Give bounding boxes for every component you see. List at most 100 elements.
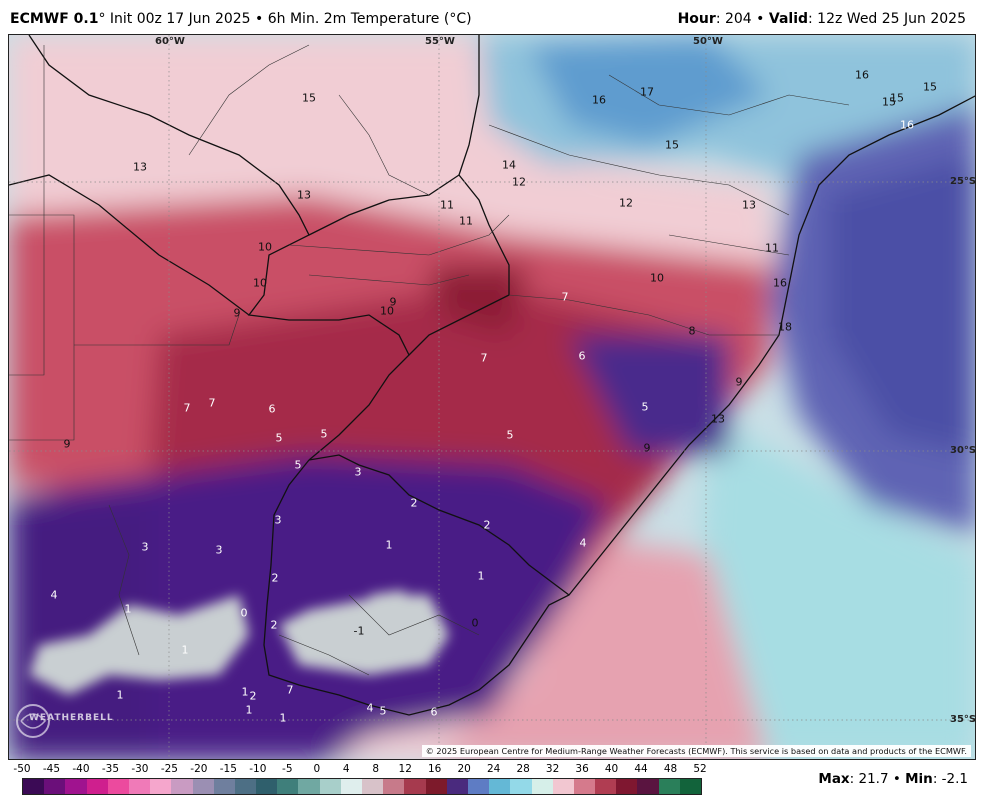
- header-title: ECMWF 0.1° Init 00z 17 Jun 2025 • 6h Min…: [10, 11, 472, 27]
- scale-tick-label: 32: [545, 763, 560, 775]
- scale-swatch: [107, 779, 129, 794]
- maxmin-separator: •: [892, 771, 901, 787]
- temperature-value-label: 1: [245, 703, 253, 717]
- scale-tick-label: 12: [398, 763, 412, 775]
- scale-swatch: [446, 779, 468, 794]
- copyright-notice: © 2025 European Centre for Medium-Range …: [421, 745, 971, 757]
- temperature-value-label: 1: [385, 538, 393, 552]
- temperature-value-label: -1: [353, 624, 365, 638]
- max-min-readout: Max: 21.7 • Min: -2.1: [818, 771, 968, 787]
- product-name: 6h Min. 2m Temperature (°C): [267, 11, 472, 27]
- temperature-value-label: 16: [855, 68, 869, 82]
- map-field: [9, 35, 975, 759]
- temperature-value-label: 4: [50, 588, 58, 602]
- scale-tick-label: 48: [663, 763, 678, 775]
- scale-tick-label: -5: [282, 763, 293, 775]
- valid-value: : 12z Wed 25 Jun 2025: [808, 11, 966, 27]
- header-separator-2: •: [756, 11, 765, 27]
- scale-swatch: [65, 779, 87, 794]
- scale-tick-label: -20: [190, 763, 208, 775]
- color-scale: -50 -45 -40 -35 -30 -25 -20 -15 -10 -5 0 4 8 12 16 20 24…: [13, 762, 707, 796]
- temperature-value-label: 16: [900, 118, 914, 132]
- temperature-value-label: 9: [389, 295, 397, 309]
- scale-swatch: [510, 779, 532, 794]
- scale-swatch: [150, 779, 172, 794]
- scale-tick-label: 28: [516, 763, 530, 775]
- valid-label: Valid: [768, 11, 809, 27]
- temperature-value-label: 5: [506, 428, 514, 442]
- temperature-value-label: 9: [233, 306, 241, 320]
- scale-tick-label: -35: [101, 763, 119, 775]
- scale-tick-label: -15: [219, 763, 237, 775]
- temperature-value-label: 5: [379, 704, 387, 718]
- temperature-value-label: 12: [512, 175, 526, 189]
- temperature-value-label: 0: [240, 606, 248, 620]
- scale-tick-label: 24: [486, 763, 501, 775]
- scale-tick-label: 36: [575, 763, 589, 775]
- temperature-value-label: 13: [297, 188, 311, 202]
- scale-ticks: -50 -45 -40 -35 -30 -25 -20 -15 -10 -5 0 4 8 12 16 20 24…: [13, 762, 706, 776]
- scale-tick-label: 8: [372, 763, 380, 775]
- temperature-value-label: 13: [742, 198, 756, 212]
- scale-swatch: [383, 779, 405, 794]
- temperature-value-label: 3: [274, 513, 282, 527]
- scale-swatch: [531, 779, 553, 794]
- scale-tick-label: 44: [634, 763, 648, 775]
- temperature-value-label: 7: [183, 401, 191, 415]
- temperature-value-label: 5: [641, 400, 649, 414]
- temperature-value-label: 13: [711, 412, 725, 426]
- degree-sign: °: [98, 11, 106, 27]
- scale-swatch: [637, 779, 659, 794]
- scale-tick-label: -40: [72, 763, 90, 775]
- temperature-value-label: 1: [181, 643, 189, 657]
- temperature-value-label: 15: [923, 80, 937, 94]
- header-valid: Hour: 204 • Valid: 12z Wed 25 Jun 2025: [678, 11, 966, 27]
- temperature-value-label: 14: [502, 158, 516, 172]
- temperature-value-label: 6: [430, 705, 438, 719]
- scale-tick-label: 20: [457, 763, 471, 775]
- scale-swatch: [362, 779, 384, 794]
- temperature-value-label: 7: [480, 351, 488, 365]
- temperature-value-label: 15: [882, 95, 896, 109]
- temperature-value-label: 10: [253, 276, 267, 290]
- scale-swatch: [86, 779, 108, 794]
- scale-swatch: [213, 779, 235, 794]
- temperature-value-label: 16: [773, 276, 787, 290]
- temperature-value-label: 1: [279, 711, 287, 725]
- scale-swatch: [616, 779, 638, 794]
- scale-swatch: [23, 779, 45, 794]
- min-label: Min: [905, 771, 933, 787]
- temperature-value-label: 12: [619, 196, 633, 210]
- hour-label: Hour: [677, 11, 716, 27]
- temperature-value-label: 1: [124, 602, 132, 616]
- header-separator: •: [255, 11, 264, 27]
- scale-tick-label: -30: [131, 763, 149, 775]
- scale-swatch: [679, 779, 701, 794]
- temperature-value-label: 8: [688, 324, 696, 338]
- temperature-value-label: 9: [643, 441, 651, 455]
- scale-bar: [22, 778, 702, 795]
- swirl-icon: [16, 704, 50, 738]
- init-time: Init 00z 17 Jun 2025: [109, 11, 251, 27]
- temperature-value-label: 5: [320, 427, 328, 441]
- temperature-value-label: 7: [286, 683, 294, 697]
- max-value: : 21.7: [849, 771, 889, 787]
- temperature-map[interactable]: 60°W 55°W 50°W 25°S 30°S 35°S 15 16 17 16 15…: [8, 34, 976, 760]
- temperature-value-label: 1: [477, 569, 485, 583]
- header-bar: ECMWF 0.1° Init 00z 17 Jun 2025 • 6h Min…: [0, 0, 984, 34]
- temperature-value-label: 13: [133, 160, 147, 174]
- scale-swatch: [425, 779, 447, 794]
- scale-swatch: [44, 779, 66, 794]
- temperature-value-label: 18: [778, 320, 792, 334]
- temperature-value-label: 11: [440, 198, 454, 212]
- temperature-value-label: 10: [650, 271, 664, 285]
- temperature-value-label: 0: [471, 616, 479, 630]
- temperature-value-label: 16: [592, 93, 606, 107]
- temperature-value-label: 3: [354, 465, 362, 479]
- temperature-value-label: 6: [578, 349, 586, 363]
- temperature-value-label: 4: [579, 536, 587, 550]
- scale-swatch: [277, 779, 299, 794]
- lat-label-30s: 30°S: [950, 445, 976, 456]
- logo-text: WEATHERBELL: [29, 713, 114, 723]
- temperature-value-label: 1: [116, 688, 124, 702]
